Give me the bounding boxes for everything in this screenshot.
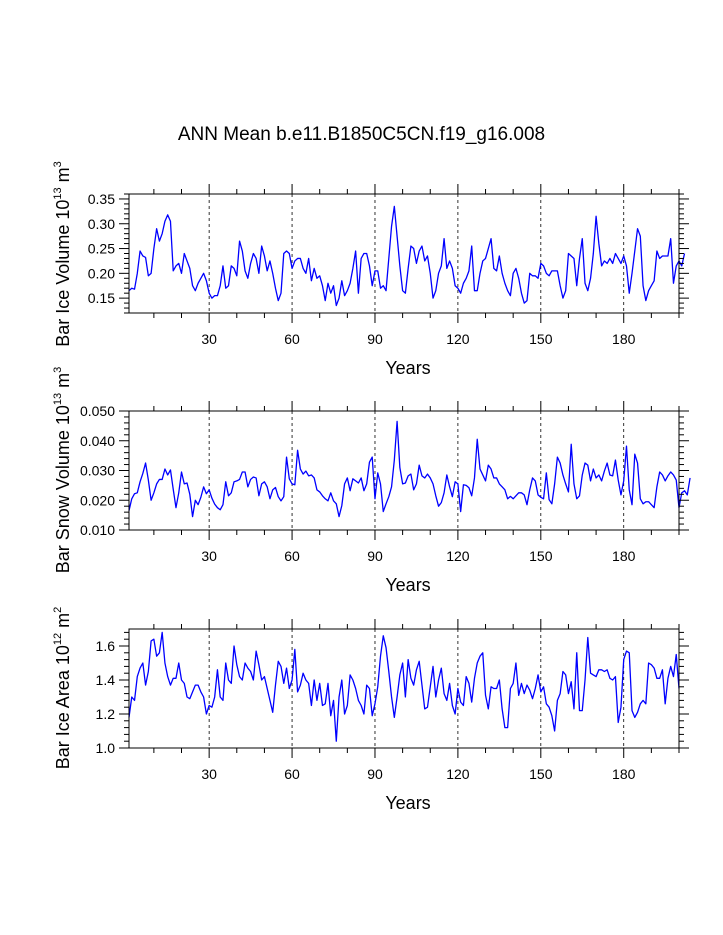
chart-title: ANN Mean b.e11.B1850C5CN.f19_g16.008: [177, 124, 546, 145]
y-tick-label: 0.30: [88, 216, 115, 232]
y-axis-label-unit-exponent: 3: [52, 161, 64, 167]
y-tick-label: 0.020: [80, 492, 115, 508]
y-axis-label-exponent: 12: [52, 633, 64, 645]
x-tick-label: 90: [367, 331, 383, 347]
x-tick-label: 90: [367, 548, 383, 564]
x-axis-label: Years: [385, 793, 430, 813]
x-tick-label: 30: [201, 548, 217, 564]
y-axis-label-text: Bar Snow Volume 10: [53, 405, 73, 573]
x-axis-label: Years: [385, 358, 430, 378]
y-axis-label-unit-exponent: 3: [52, 367, 64, 373]
y-tick-label: 0.25: [88, 241, 115, 257]
y-tick-label: 0.20: [88, 265, 115, 281]
y-tick-label: 0.050: [80, 403, 115, 419]
series-line: [128, 205, 686, 307]
y-axis-label-unit: m: [53, 613, 73, 633]
x-tick-label: 180: [612, 548, 636, 564]
x-tick-label: 60: [284, 766, 300, 782]
y-axis-label-exponent: 13: [52, 187, 64, 199]
x-tick-label: 90: [367, 766, 383, 782]
x-axis-label: Years: [385, 575, 430, 595]
x-tick-label: 120: [446, 548, 470, 564]
y-axis-label: Bar Snow Volume 1013 m3: [52, 367, 73, 573]
x-tick-label: 60: [284, 548, 300, 564]
x-tick-label: 120: [446, 331, 470, 347]
y-axis-label-text: Bar Ice Area 10: [53, 645, 73, 769]
panel-ice-area: 30 60 90 120 150 180 1.0 1.2 1.4 1.6 Years Bar Ice …: [52, 607, 689, 813]
x-tick-label: 30: [201, 331, 217, 347]
y-tick-label: 1.2: [96, 706, 116, 722]
series-line: [128, 420, 691, 518]
y-tick-label: 0.030: [80, 463, 115, 479]
y-tick-label: 0.35: [88, 191, 115, 207]
y-tick-label: 0.010: [80, 522, 115, 538]
plot-frame: [128, 193, 680, 314]
x-tick-label: 150: [529, 548, 553, 564]
y-tick-label: 0.15: [88, 290, 115, 306]
x-tick-label: 30: [201, 766, 217, 782]
y-axis-label: Bar Ice Volume 1013 m3: [52, 161, 73, 346]
y-axis-label-unit: m: [53, 373, 73, 393]
y-tick-label: 1.0: [96, 740, 116, 756]
y-tick-label: 1.6: [96, 638, 116, 654]
y-tick-label: 0.040: [80, 433, 115, 449]
x-tick-label: 60: [284, 331, 300, 347]
plot-frame: [128, 628, 680, 749]
series-line: [128, 631, 680, 742]
y-tick-label: 1.4: [96, 672, 116, 688]
y-axis-label-unit: m: [53, 167, 73, 187]
y-axis-label-exponent: 13: [52, 393, 64, 405]
panel-ice-volume: 30 60 90 120 150 180 0.15 0.20 0.25 0.30 0.35 Years…: [52, 161, 689, 378]
x-tick-label: 180: [612, 766, 636, 782]
y-axis-label-unit-exponent: 2: [52, 607, 64, 613]
x-tick-label: 180: [612, 331, 636, 347]
panel-snow-volume: 30 60 90 120 150 180 0.010 0.020 0.030 0.040 0.050…: [52, 367, 691, 595]
y-axis-label-text: Bar Ice Volume 10: [53, 200, 73, 347]
x-tick-label: 150: [529, 331, 553, 347]
plot-frame: [128, 410, 680, 531]
x-tick-label: 150: [529, 766, 553, 782]
x-tick-label: 120: [446, 766, 470, 782]
y-axis-label: Bar Ice Area 1012 m2: [52, 607, 73, 769]
